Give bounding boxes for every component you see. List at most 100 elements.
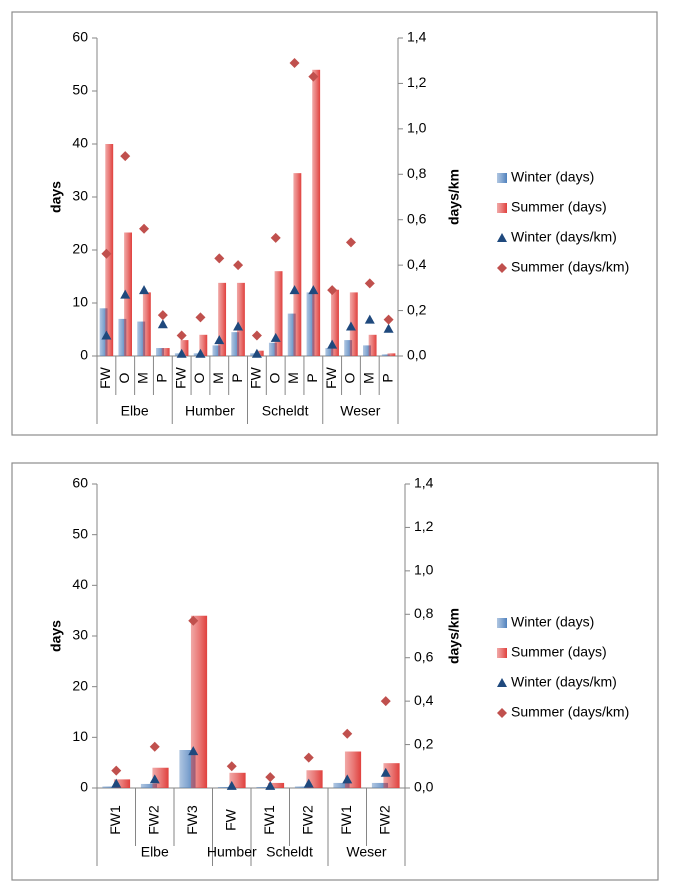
point-marker bbox=[195, 348, 206, 358]
point-marker bbox=[303, 778, 314, 788]
y2-tick-label: 1,0 bbox=[414, 562, 434, 578]
legend-swatch bbox=[497, 678, 507, 687]
x-tick-label: FW2 bbox=[376, 805, 392, 835]
bar bbox=[113, 779, 131, 788]
bar bbox=[371, 782, 389, 788]
group-label: Weser bbox=[346, 844, 387, 860]
point-marker bbox=[251, 348, 262, 358]
point-marker bbox=[345, 237, 356, 248]
y-tick-label: 0 bbox=[80, 779, 88, 795]
point-marker bbox=[101, 330, 112, 340]
bar bbox=[105, 144, 114, 356]
x-tick-label: FW3 bbox=[184, 805, 200, 835]
bar bbox=[231, 332, 240, 356]
point-marker bbox=[289, 285, 300, 295]
point-marker bbox=[345, 321, 356, 331]
point-marker bbox=[383, 314, 394, 325]
x-tick-label: P bbox=[304, 373, 320, 382]
bar bbox=[267, 782, 285, 788]
point-marker bbox=[226, 780, 237, 790]
y2-tick-label: 0,6 bbox=[414, 648, 434, 664]
y2-tick-label: 0,8 bbox=[407, 165, 427, 181]
bar bbox=[325, 348, 334, 356]
point-marker bbox=[380, 767, 391, 777]
legend-label: Winter (days) bbox=[511, 169, 594, 185]
bar bbox=[124, 232, 132, 356]
y-tick-label: 40 bbox=[72, 576, 88, 592]
x-tick-label: O bbox=[342, 372, 358, 383]
y2-tick-label: 1,0 bbox=[407, 120, 427, 136]
point-marker bbox=[364, 278, 375, 289]
bar bbox=[236, 282, 245, 356]
legend-label: Summer (days/km) bbox=[511, 704, 629, 720]
point-marker bbox=[303, 752, 314, 763]
bar bbox=[274, 271, 283, 356]
y-tick-label: 10 bbox=[72, 294, 88, 310]
point-marker bbox=[383, 323, 394, 333]
y2-tick-label: 1,4 bbox=[407, 29, 427, 45]
x-tick-label: FW bbox=[97, 366, 113, 389]
legend-swatch bbox=[497, 708, 507, 718]
bar bbox=[199, 334, 208, 356]
bar bbox=[156, 348, 164, 356]
bar bbox=[161, 348, 170, 356]
y-tick-label: 40 bbox=[72, 135, 88, 151]
bar bbox=[268, 342, 277, 356]
point-marker bbox=[157, 310, 168, 321]
y-tick-label: 20 bbox=[72, 677, 88, 693]
x-tick-label: FW bbox=[323, 366, 339, 389]
y2-tick-label: 0,8 bbox=[414, 605, 434, 621]
point-marker bbox=[188, 746, 199, 756]
point-marker bbox=[111, 778, 122, 788]
y2-tick-label: 0,0 bbox=[414, 779, 434, 795]
bar bbox=[255, 350, 264, 356]
point-marker bbox=[308, 285, 319, 295]
x-tick-label: M bbox=[360, 372, 376, 384]
bar bbox=[118, 318, 127, 356]
x-tick-label: FW2 bbox=[145, 805, 161, 835]
point-marker bbox=[195, 312, 206, 323]
bar bbox=[102, 786, 119, 788]
bar bbox=[293, 173, 302, 356]
chart-frame bbox=[11, 11, 658, 436]
y-tick-label: 50 bbox=[72, 82, 88, 98]
y-tick-label: 30 bbox=[72, 627, 88, 643]
x-tick-label: FW2 bbox=[299, 805, 315, 835]
point-marker bbox=[308, 71, 319, 82]
y-tick-label: 0 bbox=[80, 347, 88, 363]
point-marker bbox=[120, 151, 131, 162]
x-tick-label: P bbox=[229, 373, 245, 382]
point-marker bbox=[120, 289, 131, 299]
point-marker bbox=[270, 332, 281, 342]
bar bbox=[212, 345, 221, 356]
y2-tick-label: 0,2 bbox=[414, 735, 434, 751]
bar bbox=[180, 340, 189, 356]
legend-swatch bbox=[497, 648, 507, 658]
x-tick-label: P bbox=[379, 373, 395, 382]
group-label: Elbe bbox=[141, 844, 169, 860]
bar bbox=[190, 615, 208, 788]
point-marker bbox=[188, 615, 199, 626]
chart-frame bbox=[11, 462, 659, 881]
x-tick-label: O bbox=[191, 372, 207, 383]
y-tick-label: 10 bbox=[72, 728, 88, 744]
bar bbox=[142, 292, 151, 356]
legend-label: Summer (days) bbox=[511, 644, 607, 660]
legend-swatch bbox=[497, 618, 507, 628]
point-marker bbox=[149, 774, 160, 784]
legend-swatch bbox=[497, 173, 507, 183]
legend-label: Summer (days) bbox=[511, 199, 607, 215]
y-axis-title: days bbox=[48, 181, 64, 213]
point-marker bbox=[176, 330, 187, 341]
x-tick-label: FW bbox=[248, 366, 264, 389]
point-marker bbox=[139, 223, 150, 234]
point-marker bbox=[111, 765, 122, 776]
x-tick-label: P bbox=[154, 373, 170, 382]
y2-tick-label: 1,4 bbox=[414, 475, 434, 491]
legend-label: Summer (days/km) bbox=[511, 259, 629, 275]
bar bbox=[306, 292, 315, 356]
bar bbox=[287, 313, 296, 356]
bar bbox=[99, 308, 108, 356]
y2-tick-label: 0,0 bbox=[407, 347, 427, 363]
